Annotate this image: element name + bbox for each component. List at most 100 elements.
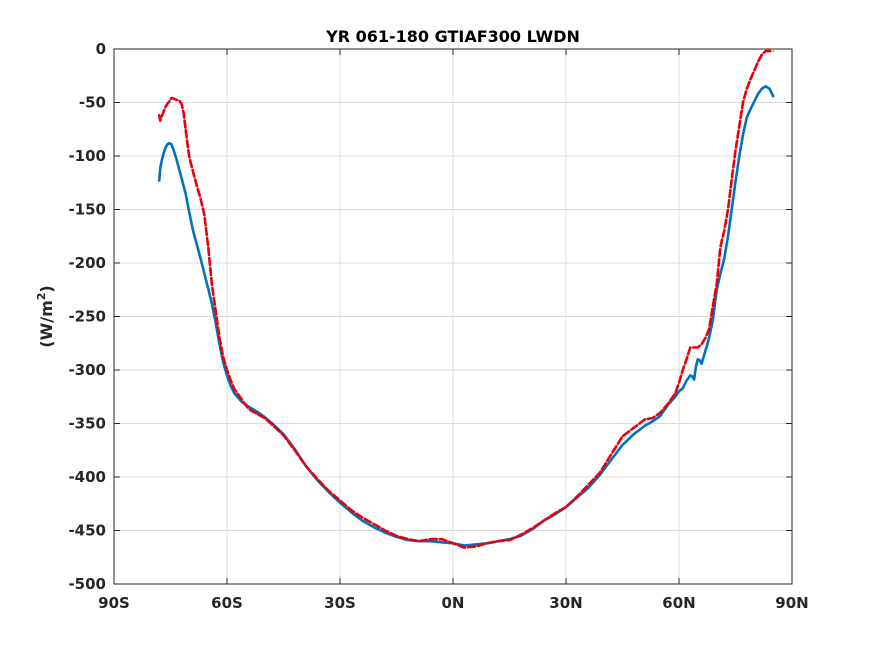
series-2-point: [316, 478, 318, 480]
y-tick-label: -200: [68, 254, 106, 272]
series-1-point: [706, 343, 708, 345]
series-2-point: [407, 538, 409, 540]
series-2-point: [305, 465, 307, 467]
series-1-point: [249, 406, 251, 409]
series-2-point: [678, 382, 680, 384]
series-2-point: [554, 512, 556, 514]
series-2-point: [689, 346, 691, 349]
series-1-point: [695, 366, 697, 368]
series-2-point: [765, 50, 767, 52]
series-1-point: [610, 459, 612, 461]
series-2-point: [697, 346, 699, 349]
series-2-point: [486, 542, 488, 544]
y-tick-label: -450: [68, 522, 106, 540]
series-1-point: [746, 116, 748, 119]
x-tick-label: 60S: [211, 594, 243, 612]
series-1-point: [704, 350, 706, 352]
y-tick-label: -250: [68, 308, 106, 326]
series-2-point: [170, 97, 172, 99]
series-2-point: [712, 305, 714, 307]
series-2-point: [576, 495, 578, 497]
series-2-point: [339, 499, 341, 502]
series-2-point: [621, 435, 624, 437]
series-1-point: [362, 520, 364, 522]
series-2-point: [179, 100, 181, 103]
series-2-point: [734, 150, 737, 152]
series-2-point: [704, 337, 706, 339]
series-1-point: [203, 273, 205, 275]
series-1-point: [659, 415, 661, 417]
series-2-point: [271, 423, 273, 426]
series-1-point: [685, 380, 688, 382]
y-tick-label: -50: [79, 94, 106, 112]
series-1-point: [168, 142, 170, 144]
series-2-point: [542, 520, 545, 522]
series-1-point: [233, 392, 236, 395]
series-2-point: [768, 50, 771, 52]
series-2-point: [667, 403, 669, 405]
tick-marks: [113, 48, 793, 585]
series-1-point: [708, 337, 710, 339]
series-1-point: [731, 208, 733, 211]
series-2-point: [207, 246, 209, 248]
series-1-point: [723, 258, 725, 260]
series-2-point: [294, 449, 296, 451]
series-2-point: [256, 413, 258, 415]
y-tick-label: -350: [68, 415, 106, 433]
series-2-point: [184, 128, 187, 130]
series-1-point: [188, 212, 190, 214]
series-2-point: [186, 142, 189, 144]
series-1-point: [230, 385, 232, 387]
series-2-point: [497, 540, 499, 542]
series-2-point: [168, 100, 170, 103]
series-2-point: [761, 53, 763, 55]
series-2-point: [222, 356, 224, 358]
series-2-point: [328, 490, 330, 492]
series-2-point: [192, 171, 194, 173]
series-2-point: [211, 283, 213, 285]
series-2-point: [362, 517, 364, 519]
y-tick-label: 0: [96, 40, 106, 58]
series-1-point: [441, 541, 443, 543]
series-2-point: [395, 535, 398, 537]
series-1-point: [463, 544, 465, 547]
series-2-point: [174, 98, 176, 100]
series-2-point: [166, 102, 169, 105]
series-2-point: [196, 185, 198, 187]
series-2-point: [693, 346, 695, 349]
series-2-point: [230, 380, 232, 382]
series-2-point: [731, 178, 733, 181]
series-2-point: [158, 114, 160, 116]
x-tick-label: 0N: [442, 594, 465, 612]
y-tick-labels: 0 -50 -100 -150 -200 -250 -300 -350 -400 -450 -500: [68, 40, 106, 593]
series-1-point: [701, 362, 703, 365]
series-1-point: [179, 171, 181, 173]
series-2-point: [738, 125, 740, 127]
series-2-point: [181, 104, 183, 106]
series-1-point: [429, 540, 431, 542]
y-tick-label: -300: [68, 361, 106, 379]
series-1-point: [200, 258, 202, 260]
series-2-point: [200, 198, 202, 200]
series-1-point: [738, 155, 740, 157]
series-1-point: [621, 444, 624, 446]
chart-title: YR 061-180 GTIAF300 LWDN: [325, 27, 580, 46]
series-1-point: [678, 390, 680, 392]
series-2-point: [429, 538, 431, 540]
y-axis-label-superscript: 2: [35, 293, 48, 301]
series-2-point: [172, 97, 174, 99]
series-1-point: [761, 87, 763, 90]
series-2-point: [177, 99, 179, 101]
series-2-point: [188, 156, 190, 158]
series-2-point: [565, 506, 567, 508]
series-2-point: [165, 106, 167, 108]
series-1-point: [749, 108, 752, 110]
series-1-point: [753, 100, 755, 103]
series-1-point: [697, 358, 699, 360]
series-2-point: [452, 542, 454, 544]
series-2-point: [282, 434, 285, 436]
series-2-point: [749, 78, 752, 80]
series-1-point: [207, 288, 209, 290]
series-1-point: [159, 167, 161, 169]
series-2-point: [249, 408, 251, 411]
